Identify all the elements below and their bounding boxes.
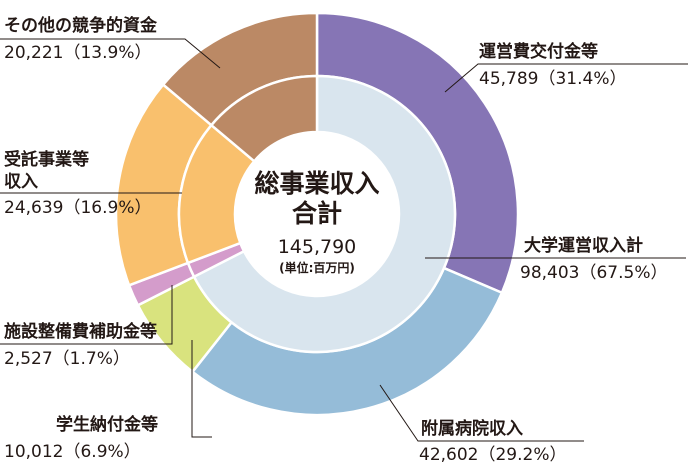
label-gakusei-name: 学生納付金等 (56, 414, 158, 435)
label-jutaku-value: 24,639（16.9%） (4, 198, 152, 218)
center-disc (235, 132, 399, 296)
label-unei-value: 45,789（31.4%） (479, 69, 627, 89)
label-daigaku-name: 大学運営収入計 (524, 235, 643, 256)
inner-ring (177, 74, 457, 354)
center-unit: (単位:百万円) (279, 260, 355, 275)
leader-line-shisetsu (0, 285, 173, 345)
center-total: 145,790 (278, 236, 357, 258)
center-title-line1: 総事業収入 (254, 169, 379, 198)
leader-lines (0, 38, 688, 442)
leader-line-unei (444, 63, 688, 93)
label-jutaku-name-line2: 収入 (4, 172, 38, 192)
label-unei-name: 運営費交付金等 (479, 41, 598, 62)
leader-line-gakusei (191, 340, 212, 438)
label-fuzoku-name: 附属病院収入 (421, 418, 523, 439)
leader-line-sonota (0, 38, 221, 69)
label-fuzoku-value: 42,602（29.2%） (419, 445, 567, 465)
label-jutaku-name-line1: 受託事業等 (4, 149, 89, 170)
leader-line-fuzoku (379, 384, 584, 442)
center-title-line2: 合計 (292, 199, 342, 228)
label-shisetsu-value: 2,527（1.7%） (4, 349, 130, 369)
label-shisetsu-name: 施設整備費補助金等 (4, 321, 157, 342)
label-sonota-name: その他の競争的資金 (4, 15, 158, 36)
label-daigaku-value: 98,403（67.5%） (520, 263, 668, 283)
label-gakusei-value: 10,012（6.9%） (4, 442, 141, 462)
label-sonota-value: 20,221（13.9%） (4, 43, 152, 63)
